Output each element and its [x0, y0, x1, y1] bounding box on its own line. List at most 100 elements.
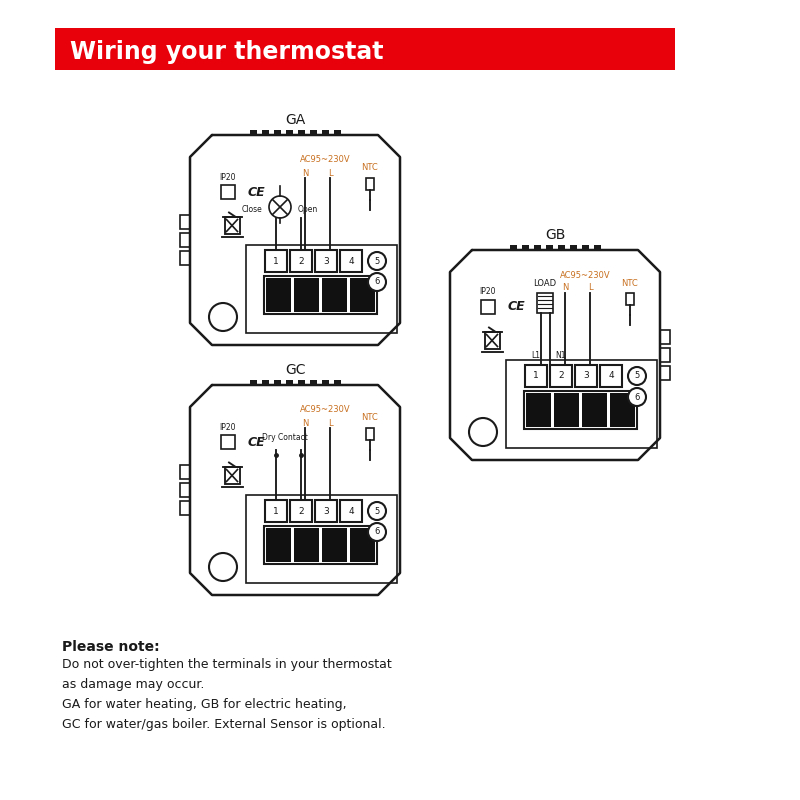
Text: 2: 2	[298, 257, 304, 266]
Bar	[262, 130, 269, 135]
Text: 6: 6	[634, 393, 640, 402]
Bar	[350, 278, 375, 312]
Bar	[180, 483, 190, 497]
Text: CE: CE	[247, 435, 265, 449]
Bar	[510, 245, 517, 250]
Text: N: N	[302, 418, 308, 427]
Bar	[180, 251, 190, 265]
Bar	[250, 380, 257, 385]
Bar	[546, 245, 553, 250]
Bar	[180, 501, 190, 515]
Bar	[221, 435, 235, 449]
Bar	[526, 393, 551, 427]
Text: Wiring your thermostat: Wiring your thermostat	[70, 40, 383, 64]
Bar	[180, 233, 190, 247]
Text: 2: 2	[558, 371, 564, 381]
Bar	[315, 250, 337, 272]
Bar	[660, 366, 670, 380]
Circle shape	[628, 388, 646, 406]
Text: L1: L1	[531, 351, 541, 360]
Text: NTC: NTC	[622, 278, 638, 287]
Text: IP20: IP20	[480, 287, 496, 297]
Bar	[366, 178, 374, 190]
Bar	[534, 245, 541, 250]
Text: 5: 5	[634, 371, 640, 381]
Text: GC for water/gas boiler. External Sensor is optional.: GC for water/gas boiler. External Sensor…	[62, 718, 386, 731]
Text: Dry Contact: Dry Contact	[262, 433, 308, 442]
Bar	[558, 245, 565, 250]
Bar	[524, 391, 637, 429]
Bar	[522, 245, 529, 250]
Bar	[250, 130, 257, 135]
Bar	[294, 278, 319, 312]
Text: NTC: NTC	[362, 414, 378, 422]
Text: 5: 5	[374, 257, 380, 266]
Bar	[225, 217, 239, 234]
Bar	[554, 393, 579, 427]
Text: as damage may occur.: as damage may occur.	[62, 678, 204, 691]
Bar	[340, 250, 362, 272]
Bar	[180, 465, 190, 479]
Text: 3: 3	[323, 506, 329, 515]
Bar	[266, 278, 291, 312]
Bar	[246, 245, 397, 333]
Bar	[322, 130, 329, 135]
Circle shape	[628, 367, 646, 385]
Bar	[286, 380, 293, 385]
Text: Do not over-tighten the terminals in your thermostat: Do not over-tighten the terminals in you…	[62, 658, 392, 671]
Text: GB: GB	[545, 228, 565, 242]
Text: IP20: IP20	[220, 422, 236, 431]
Bar	[582, 393, 607, 427]
Bar	[294, 528, 319, 562]
Bar	[274, 130, 281, 135]
Text: CE: CE	[247, 186, 265, 198]
Bar	[366, 428, 374, 440]
Text: L: L	[588, 283, 592, 293]
Circle shape	[368, 252, 386, 270]
Text: AC95~230V: AC95~230V	[300, 406, 350, 414]
Text: 5: 5	[374, 506, 380, 515]
Bar	[286, 130, 293, 135]
Text: IP20: IP20	[220, 173, 236, 182]
Bar	[264, 276, 377, 314]
Bar	[225, 466, 239, 483]
Text: Open: Open	[298, 205, 318, 214]
Bar	[322, 528, 347, 562]
Bar	[265, 250, 287, 272]
Text: 6: 6	[374, 527, 380, 537]
Text: Close: Close	[242, 205, 262, 214]
Text: AC95~230V: AC95~230V	[300, 155, 350, 165]
Text: 4: 4	[608, 371, 614, 381]
Text: GA: GA	[285, 113, 305, 127]
Text: 1: 1	[533, 371, 539, 381]
Bar	[298, 380, 305, 385]
Bar	[575, 365, 597, 387]
Bar	[350, 528, 375, 562]
Text: L: L	[328, 418, 332, 427]
Text: 3: 3	[583, 371, 589, 381]
Bar	[582, 245, 589, 250]
Bar	[310, 380, 317, 385]
Text: LOAD: LOAD	[534, 279, 557, 288]
Text: GA for water heating, GB for electric heating,: GA for water heating, GB for electric he…	[62, 698, 346, 711]
Bar	[290, 500, 312, 522]
Bar	[626, 293, 634, 305]
Bar	[310, 130, 317, 135]
Text: 1: 1	[273, 257, 279, 266]
Bar	[485, 331, 499, 349]
Bar	[537, 293, 553, 313]
Bar	[481, 300, 495, 314]
Bar	[262, 380, 269, 385]
Bar	[264, 526, 377, 564]
Text: 3: 3	[323, 257, 329, 266]
Bar	[660, 348, 670, 362]
Bar	[322, 278, 347, 312]
Text: N: N	[302, 169, 308, 178]
Bar	[506, 360, 657, 448]
Bar	[570, 245, 577, 250]
Bar	[315, 500, 337, 522]
Text: 2: 2	[298, 506, 304, 515]
Bar	[610, 393, 635, 427]
Bar	[550, 365, 572, 387]
Bar	[322, 380, 329, 385]
